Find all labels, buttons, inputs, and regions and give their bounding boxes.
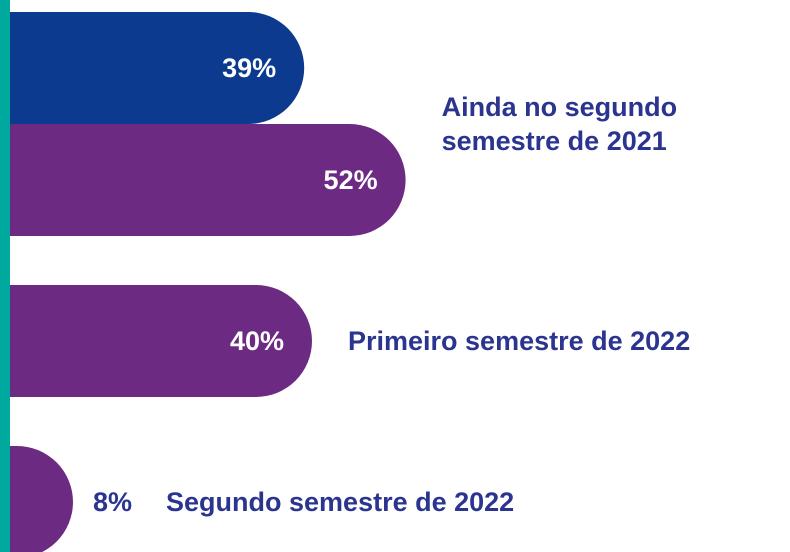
- category-label: Ainda no segundo semestre de 2021: [442, 92, 677, 156]
- bar: [0, 12, 305, 124]
- bar: [0, 446, 73, 552]
- category-label: Segundo semestre de 2022: [166, 487, 514, 517]
- value-label: 40%: [230, 326, 284, 356]
- bar: [0, 124, 406, 236]
- bar: [0, 285, 312, 397]
- value-label: 8%: [93, 487, 132, 517]
- category-label: Primeiro semestre de 2022: [348, 326, 690, 356]
- value-label: 39%: [222, 53, 276, 83]
- value-label: 52%: [324, 165, 378, 195]
- accent-strip: [0, 0, 10, 552]
